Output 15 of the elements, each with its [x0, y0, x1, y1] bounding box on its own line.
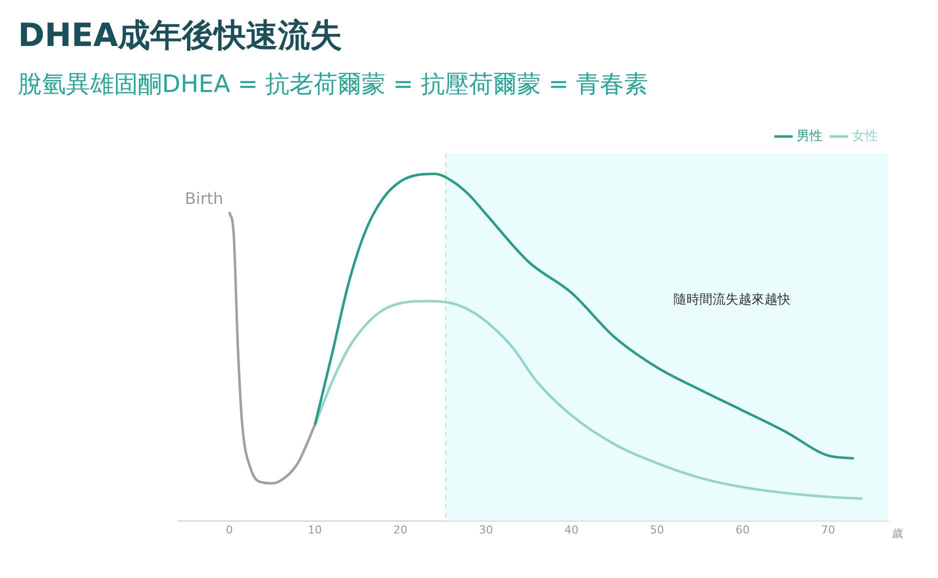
legend-label: 女性 — [852, 128, 878, 144]
x-tick-label: 30 — [478, 523, 493, 536]
x-tick-label: 50 — [650, 523, 664, 536]
annotation: Birth — [184, 189, 224, 208]
legend-label: 男性 — [796, 128, 822, 144]
chart-subtitle: 脫氫異雄固酮DHEA = 抗老荷爾蒙 = 抗壓荷爾蒙 = 青春素 — [18, 69, 650, 100]
x-tick-label: 0 — [226, 523, 233, 536]
x-tick-label: 40 — [564, 523, 578, 536]
x-axis-title: 歲 — [892, 527, 903, 540]
chart-title: DHEA成年後快速流失 — [18, 15, 343, 56]
x-tick-label: 10 — [308, 523, 322, 536]
x-tick-label: 20 — [393, 523, 408, 536]
annotation: 隨時間流失越來越快 — [673, 291, 790, 308]
x-tick-label: 70 — [821, 523, 836, 536]
x-tick-label: 60 — [736, 523, 750, 536]
